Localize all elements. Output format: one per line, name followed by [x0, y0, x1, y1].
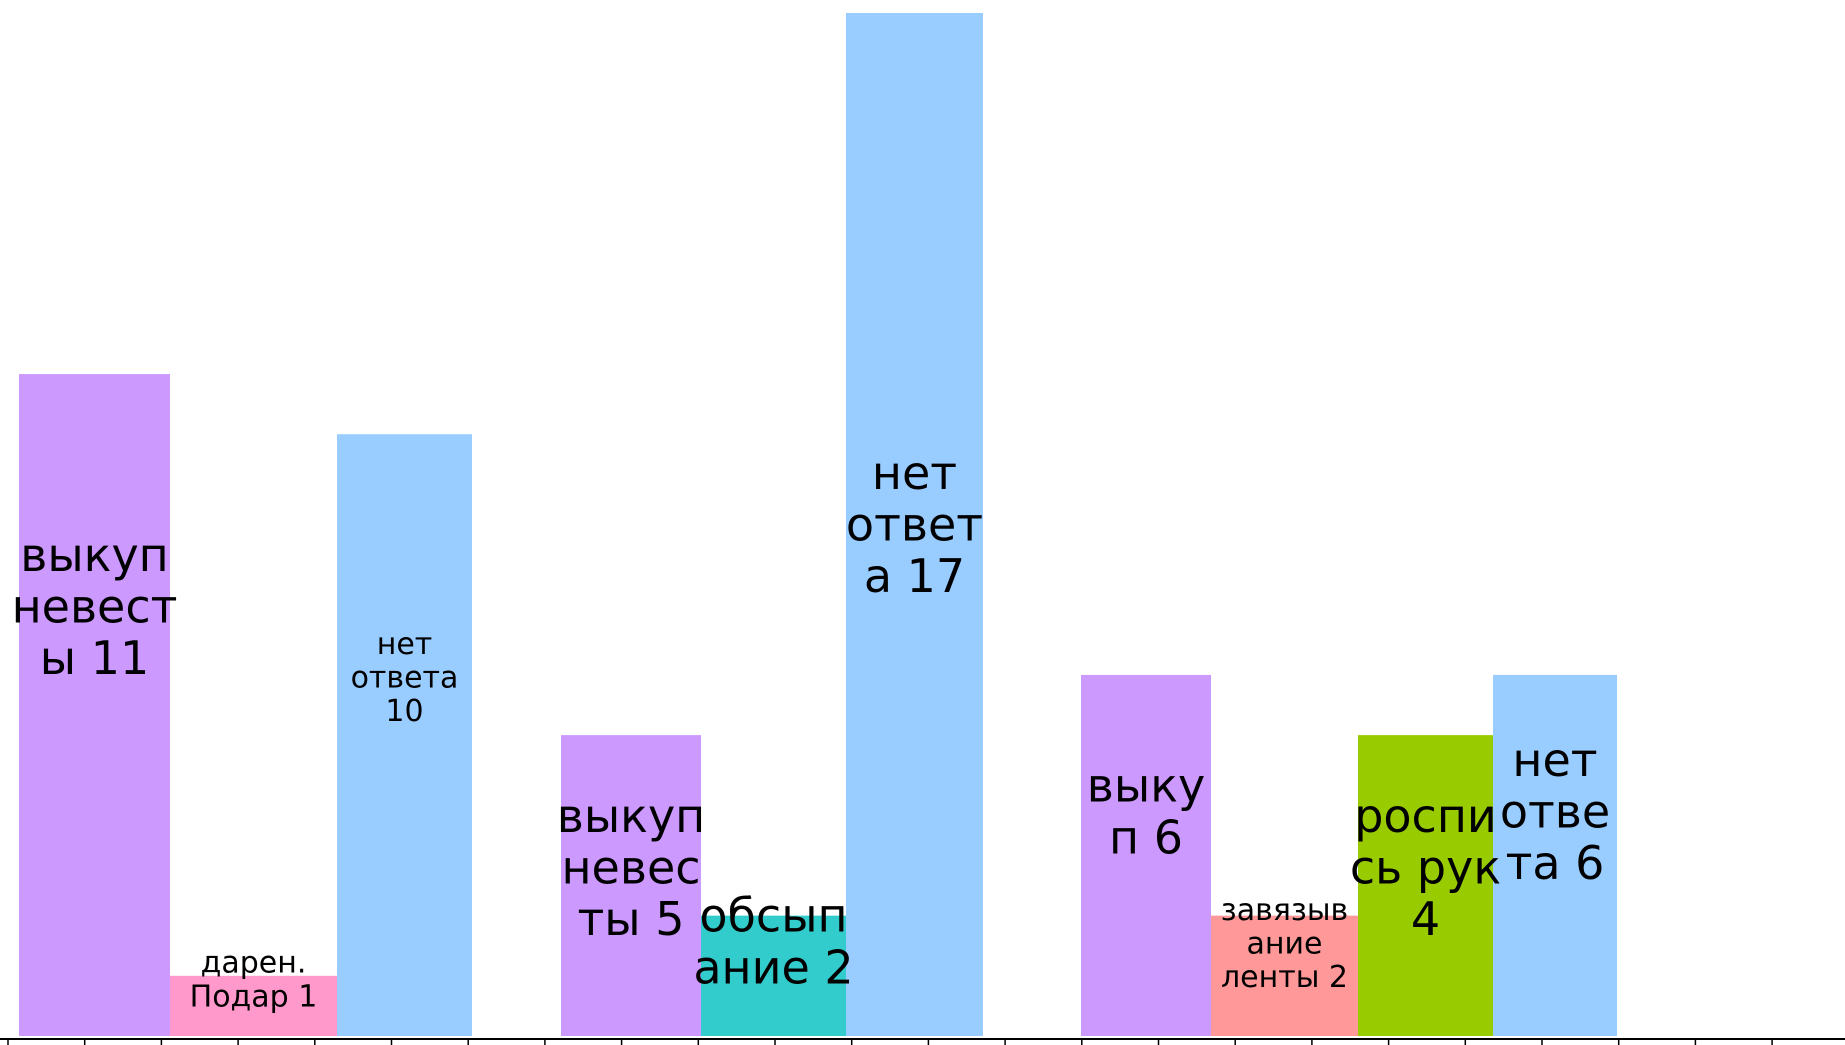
- bar-9: [1358, 735, 1493, 1036]
- bar-label-9-line-2: сь рук: [1350, 841, 1501, 895]
- bar-7: [1081, 674, 1211, 1036]
- bar-label-9: роспи сь рук 4: [1350, 789, 1501, 946]
- bar-label-6-line-1: нет: [872, 446, 957, 500]
- bar-label-3: нет ответа 10: [351, 627, 459, 729]
- bar-label-7-line-1: выку: [1087, 759, 1205, 813]
- bar-label-5-line-1: обсып: [699, 889, 847, 943]
- bar-label-4-line-2: невес: [561, 841, 700, 895]
- bar-label-3-line-1: нет: [377, 627, 433, 662]
- bar-label-6-line-2: ответ: [846, 498, 983, 552]
- bar-label-10-line-3: та 6: [1506, 836, 1605, 890]
- bar-label-9-line-1: роспи: [1354, 789, 1497, 843]
- bar-label-3-line-3: 10: [385, 694, 423, 729]
- bar-label-2-line-2: Подар 1: [190, 979, 318, 1014]
- x-axis: [0, 1038, 1845, 1045]
- bar-label-1-line-1: выкуп: [20, 528, 169, 582]
- bar-label-8-line-2: ание: [1247, 927, 1323, 962]
- bar-label-4-line-3: ты 5: [577, 892, 684, 946]
- bar-8: [1211, 915, 1358, 1036]
- bar-label-7-line-2: п 6: [1109, 810, 1183, 864]
- bar-label-2: дарен. Подар 1: [190, 946, 318, 1015]
- bar-label-3-line-2: ответа: [351, 661, 459, 696]
- bar-10: [1493, 674, 1617, 1036]
- bar-3: [337, 434, 472, 1036]
- bar-label-10-line-1: нет: [1512, 733, 1597, 787]
- bar-label-2-line-1: дарен.: [201, 946, 307, 981]
- bar-label-8: завязыв ание ленты 2: [1221, 893, 1348, 995]
- bar-label-10: нет отве та 6: [1500, 733, 1610, 890]
- bar-label-10-line-2: отве: [1500, 785, 1610, 839]
- bar-label-1-line-2: невест: [12, 580, 178, 634]
- bar-6: [846, 13, 983, 1036]
- bar-2: [170, 975, 337, 1036]
- bars-group: [19, 13, 1617, 1036]
- bar-label-1: выкуп невест ы 11: [12, 528, 178, 685]
- bar-label-6-line-3: а 17: [864, 549, 965, 603]
- bar-label-5: обсып ание 2: [693, 889, 853, 995]
- bar-label-7: выку п 6: [1087, 759, 1205, 865]
- bar-label-8-line-3: ленты 2: [1221, 960, 1348, 995]
- bar-5: [701, 915, 846, 1036]
- bar-label-6: нет ответ а 17: [846, 446, 983, 603]
- bar-4: [561, 735, 701, 1036]
- bar-label-4-line-1: выкуп: [557, 789, 706, 843]
- bar-label-5-line-2: ание 2: [693, 940, 853, 994]
- bar-label-4: выкуп невес ты 5: [557, 789, 706, 946]
- bar-label-8-line-1: завязыв: [1221, 893, 1348, 928]
- bar-1: [19, 374, 170, 1036]
- bar-label-1-line-3: ы 11: [40, 631, 149, 685]
- bar-label-9-line-3: 4: [1411, 892, 1440, 946]
